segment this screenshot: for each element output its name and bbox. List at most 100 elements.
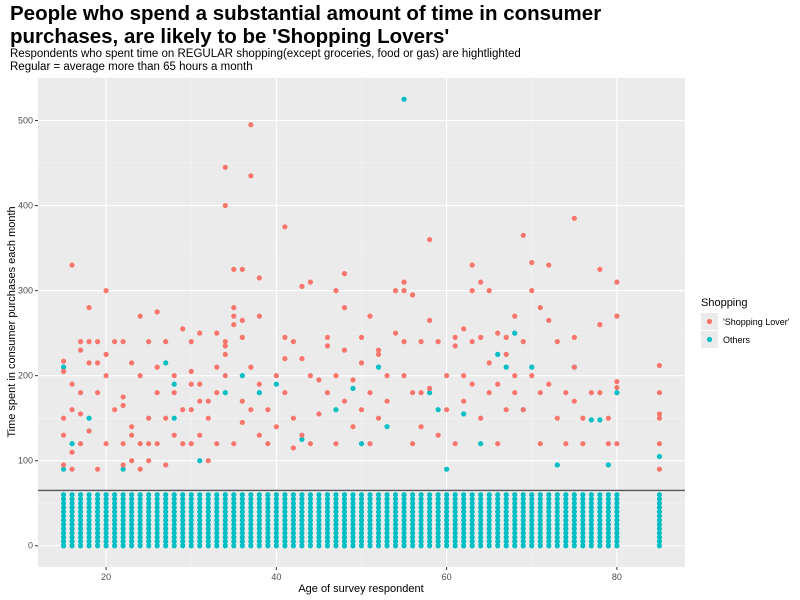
data-point-others	[112, 534, 118, 540]
data-point-others	[512, 538, 518, 545]
data-point-shopping-lover	[222, 343, 228, 349]
data-point-others	[452, 496, 458, 502]
data-point-others	[69, 513, 75, 519]
data-point-others	[256, 517, 262, 523]
data-point-others	[341, 500, 348, 506]
data-point-others	[265, 538, 271, 545]
data-point-shopping-lover	[120, 402, 126, 409]
data-point-others	[656, 543, 663, 549]
data-point-others	[435, 530, 441, 536]
data-point-others	[137, 496, 143, 502]
data-point-others	[69, 543, 75, 549]
data-point-others	[69, 509, 75, 515]
data-point-others	[163, 521, 169, 528]
data-point-others	[299, 543, 305, 549]
data-point-others	[546, 543, 552, 549]
data-point-shopping-lover	[77, 347, 84, 353]
data-point-others	[239, 530, 245, 536]
data-point-others	[256, 530, 262, 536]
data-point-others	[265, 526, 271, 532]
data-point-others	[503, 364, 509, 370]
data-point-others	[239, 509, 245, 515]
data-point-others	[495, 504, 501, 511]
data-point-others	[478, 492, 484, 498]
data-point-shopping-lover	[248, 364, 254, 370]
data-point-others	[452, 492, 458, 498]
data-point-others	[214, 521, 220, 528]
data-point-others	[588, 530, 594, 536]
data-point-others	[273, 504, 279, 511]
data-point-shopping-lover	[163, 462, 169, 468]
data-point-others	[307, 530, 314, 536]
data-point-shopping-lover	[231, 322, 237, 328]
data-point-shopping-lover	[614, 384, 620, 391]
data-point-others	[77, 538, 84, 545]
data-point-others	[580, 500, 586, 506]
data-point-others	[282, 538, 288, 545]
data-point-others	[129, 543, 135, 549]
data-point-shopping-lover	[656, 411, 663, 417]
data-point-others	[341, 517, 348, 523]
data-point-others	[69, 521, 75, 528]
data-point-others	[307, 496, 314, 502]
data-point-others	[384, 530, 390, 536]
data-point-others	[529, 364, 535, 370]
data-point-others	[409, 504, 416, 511]
data-point-others	[86, 521, 92, 528]
data-point-others	[554, 543, 560, 549]
data-point-others	[273, 496, 279, 502]
legend: Shopping 'Shopping Lover' Others	[701, 297, 790, 348]
y-tick-label: 0	[28, 541, 33, 551]
data-point-others	[146, 496, 152, 502]
data-point-others	[120, 513, 126, 519]
data-point-shopping-lover	[333, 288, 339, 294]
data-point-others	[137, 521, 143, 528]
data-point-others	[197, 496, 203, 502]
data-point-others	[94, 492, 101, 498]
data-point-others	[69, 530, 75, 536]
data-point-others	[60, 530, 67, 536]
data-point-others	[597, 496, 603, 502]
data-point-others	[605, 462, 611, 468]
data-point-others	[205, 509, 211, 515]
data-point-others	[290, 526, 296, 532]
data-point-others	[435, 513, 441, 519]
data-point-others	[520, 530, 526, 536]
legend-dot-shopping-lover	[706, 318, 713, 325]
data-point-others	[180, 517, 186, 523]
data-point-others	[375, 521, 382, 528]
data-point-others	[188, 543, 194, 549]
data-point-others	[656, 521, 663, 528]
data-point-others	[171, 381, 177, 387]
data-point-shopping-lover	[444, 407, 450, 413]
data-point-others	[401, 538, 407, 545]
data-point-others	[495, 500, 501, 506]
data-point-shopping-lover	[495, 381, 501, 387]
data-point-shopping-lover	[563, 441, 569, 447]
data-point-others	[597, 521, 603, 528]
data-point-others	[605, 492, 611, 498]
data-point-others	[656, 513, 663, 519]
data-point-shopping-lover	[656, 441, 663, 447]
data-point-others	[384, 424, 390, 430]
data-point-others	[375, 513, 382, 519]
data-point-others	[307, 500, 314, 506]
data-point-others	[273, 530, 279, 536]
data-point-others	[86, 543, 92, 549]
data-point-others	[180, 534, 186, 540]
data-point-others	[112, 530, 118, 536]
data-point-shopping-lover	[112, 407, 118, 413]
data-point-others	[444, 504, 450, 511]
data-point-others	[529, 517, 535, 523]
data-point-others	[392, 500, 399, 506]
data-point-others	[427, 496, 433, 502]
data-point-others	[563, 496, 569, 502]
data-point-others	[222, 496, 228, 502]
data-point-others	[129, 509, 135, 515]
data-point-others	[333, 526, 339, 532]
data-point-others	[307, 521, 314, 528]
data-point-others	[435, 526, 441, 532]
data-point-shopping-lover	[546, 381, 552, 387]
x-tick-label: 60	[442, 572, 452, 582]
data-point-others	[461, 509, 467, 515]
